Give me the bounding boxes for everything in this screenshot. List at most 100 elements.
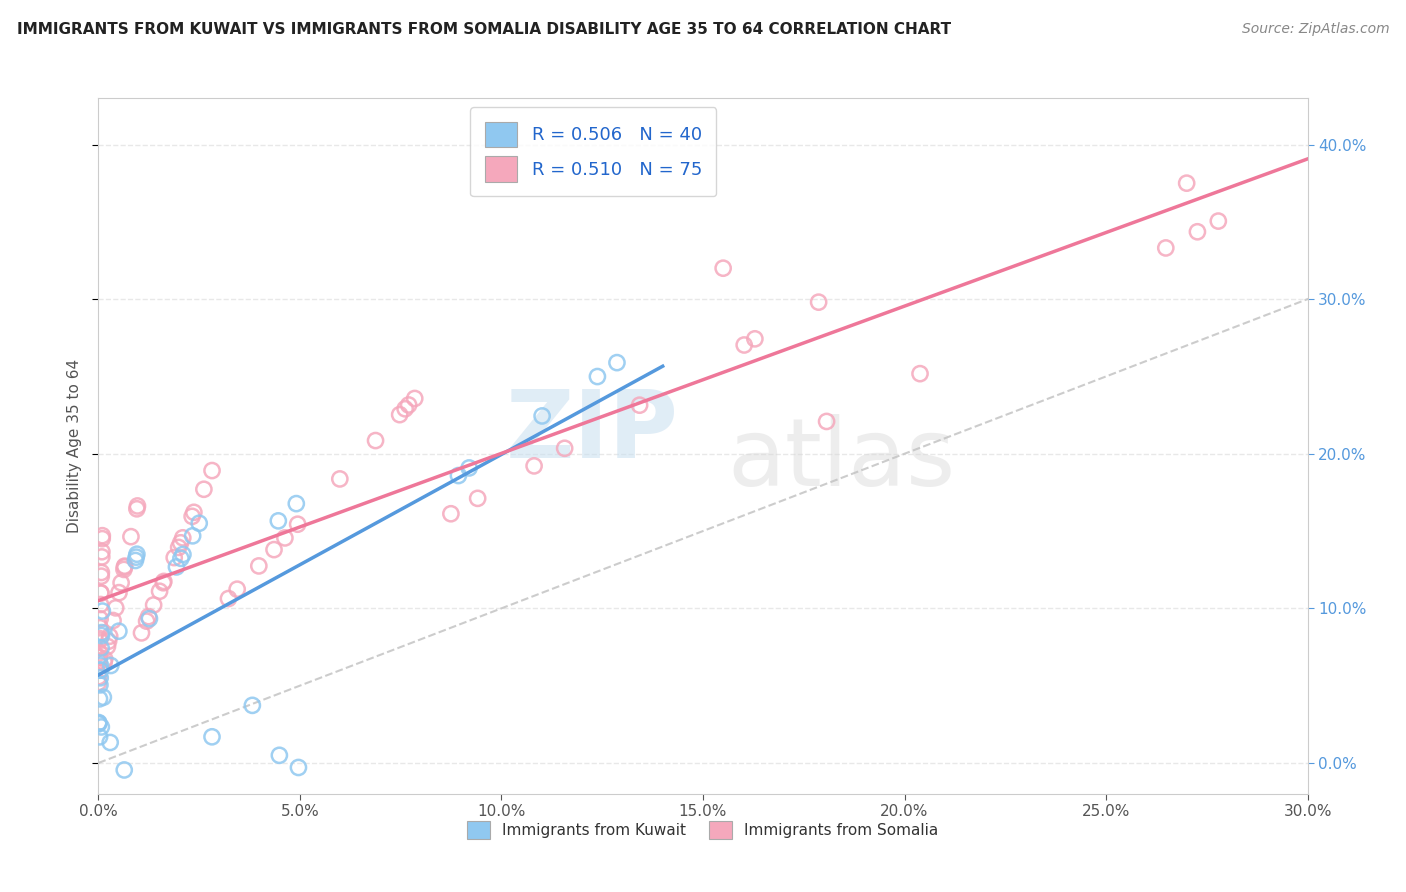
Point bbox=[104, 600, 127, 615]
Point bbox=[89, 646, 111, 660]
Point bbox=[398, 398, 420, 412]
Point bbox=[404, 392, 426, 406]
Point bbox=[217, 591, 239, 606]
Text: ZIP: ZIP bbox=[506, 386, 679, 478]
Point bbox=[87, 716, 110, 731]
Point bbox=[91, 529, 114, 543]
Point bbox=[240, 698, 263, 713]
Point bbox=[93, 655, 115, 669]
Point bbox=[142, 598, 165, 612]
Point bbox=[89, 621, 111, 635]
Point bbox=[606, 356, 628, 370]
Point bbox=[90, 569, 112, 583]
Point bbox=[744, 332, 766, 346]
Point bbox=[193, 483, 215, 497]
Point bbox=[163, 550, 186, 565]
Point bbox=[90, 598, 112, 612]
Point bbox=[458, 461, 481, 475]
Point bbox=[523, 458, 546, 473]
Point bbox=[711, 261, 734, 276]
Point bbox=[226, 582, 249, 597]
Legend: Immigrants from Kuwait, Immigrants from Somalia: Immigrants from Kuwait, Immigrants from … bbox=[461, 814, 945, 846]
Point bbox=[124, 553, 146, 567]
Point bbox=[90, 720, 112, 734]
Point bbox=[114, 559, 136, 574]
Point bbox=[135, 614, 157, 628]
Point bbox=[1208, 214, 1230, 228]
Text: IMMIGRANTS FROM KUWAIT VS IMMIGRANTS FROM SOMALIA DISABILITY AGE 35 TO 64 CORREL: IMMIGRANTS FROM KUWAIT VS IMMIGRANTS FRO… bbox=[17, 22, 950, 37]
Point bbox=[447, 468, 470, 483]
Point bbox=[90, 545, 112, 559]
Point bbox=[87, 675, 110, 690]
Point bbox=[183, 505, 205, 519]
Point bbox=[1175, 176, 1198, 190]
Point bbox=[269, 748, 291, 763]
Point bbox=[89, 730, 111, 744]
Point bbox=[89, 650, 111, 665]
Point bbox=[93, 690, 115, 705]
Point bbox=[628, 398, 651, 412]
Point bbox=[287, 760, 309, 774]
Point bbox=[125, 547, 148, 561]
Point bbox=[112, 763, 135, 777]
Point bbox=[114, 559, 136, 574]
Point bbox=[169, 535, 191, 549]
Point bbox=[201, 730, 224, 744]
Point bbox=[98, 629, 121, 643]
Point bbox=[267, 514, 290, 528]
Point bbox=[188, 516, 211, 531]
Point bbox=[98, 735, 121, 749]
Point bbox=[467, 491, 489, 506]
Point bbox=[285, 497, 308, 511]
Point bbox=[108, 624, 131, 639]
Point bbox=[89, 633, 111, 648]
Point bbox=[87, 715, 110, 730]
Text: Source: ZipAtlas.com: Source: ZipAtlas.com bbox=[1241, 22, 1389, 37]
Point bbox=[1154, 241, 1177, 255]
Point bbox=[87, 655, 110, 669]
Point bbox=[329, 472, 352, 486]
Point bbox=[89, 678, 111, 692]
Point bbox=[181, 529, 204, 543]
Point bbox=[733, 338, 755, 352]
Point bbox=[554, 442, 576, 456]
Point bbox=[87, 717, 110, 731]
Point bbox=[172, 531, 194, 545]
Point bbox=[89, 671, 111, 685]
Point bbox=[153, 574, 176, 589]
Point bbox=[125, 550, 148, 565]
Point bbox=[89, 612, 111, 626]
Point bbox=[531, 409, 554, 423]
Point bbox=[112, 562, 135, 576]
Point bbox=[167, 541, 190, 555]
Point bbox=[89, 650, 111, 665]
Point bbox=[90, 629, 112, 643]
Point bbox=[152, 575, 174, 590]
Point bbox=[394, 401, 416, 416]
Point bbox=[440, 507, 463, 521]
Point bbox=[388, 408, 411, 422]
Point bbox=[807, 295, 830, 310]
Point bbox=[131, 626, 153, 640]
Point bbox=[108, 585, 131, 599]
Point bbox=[89, 663, 111, 677]
Point bbox=[908, 367, 931, 381]
Point bbox=[138, 609, 160, 624]
Y-axis label: Disability Age 35 to 64: Disability Age 35 to 64 bbox=[66, 359, 82, 533]
Point bbox=[181, 509, 204, 524]
Point bbox=[201, 464, 224, 478]
Point bbox=[87, 655, 110, 669]
Point bbox=[87, 670, 110, 684]
Text: atlas: atlas bbox=[727, 414, 956, 506]
Point bbox=[101, 614, 124, 628]
Point bbox=[815, 414, 838, 428]
Point bbox=[90, 640, 112, 655]
Point bbox=[89, 663, 111, 677]
Point bbox=[149, 584, 172, 599]
Point bbox=[165, 560, 187, 574]
Point bbox=[94, 652, 117, 666]
Point bbox=[90, 566, 112, 580]
Point bbox=[138, 612, 160, 626]
Point bbox=[247, 558, 270, 573]
Point bbox=[89, 632, 111, 646]
